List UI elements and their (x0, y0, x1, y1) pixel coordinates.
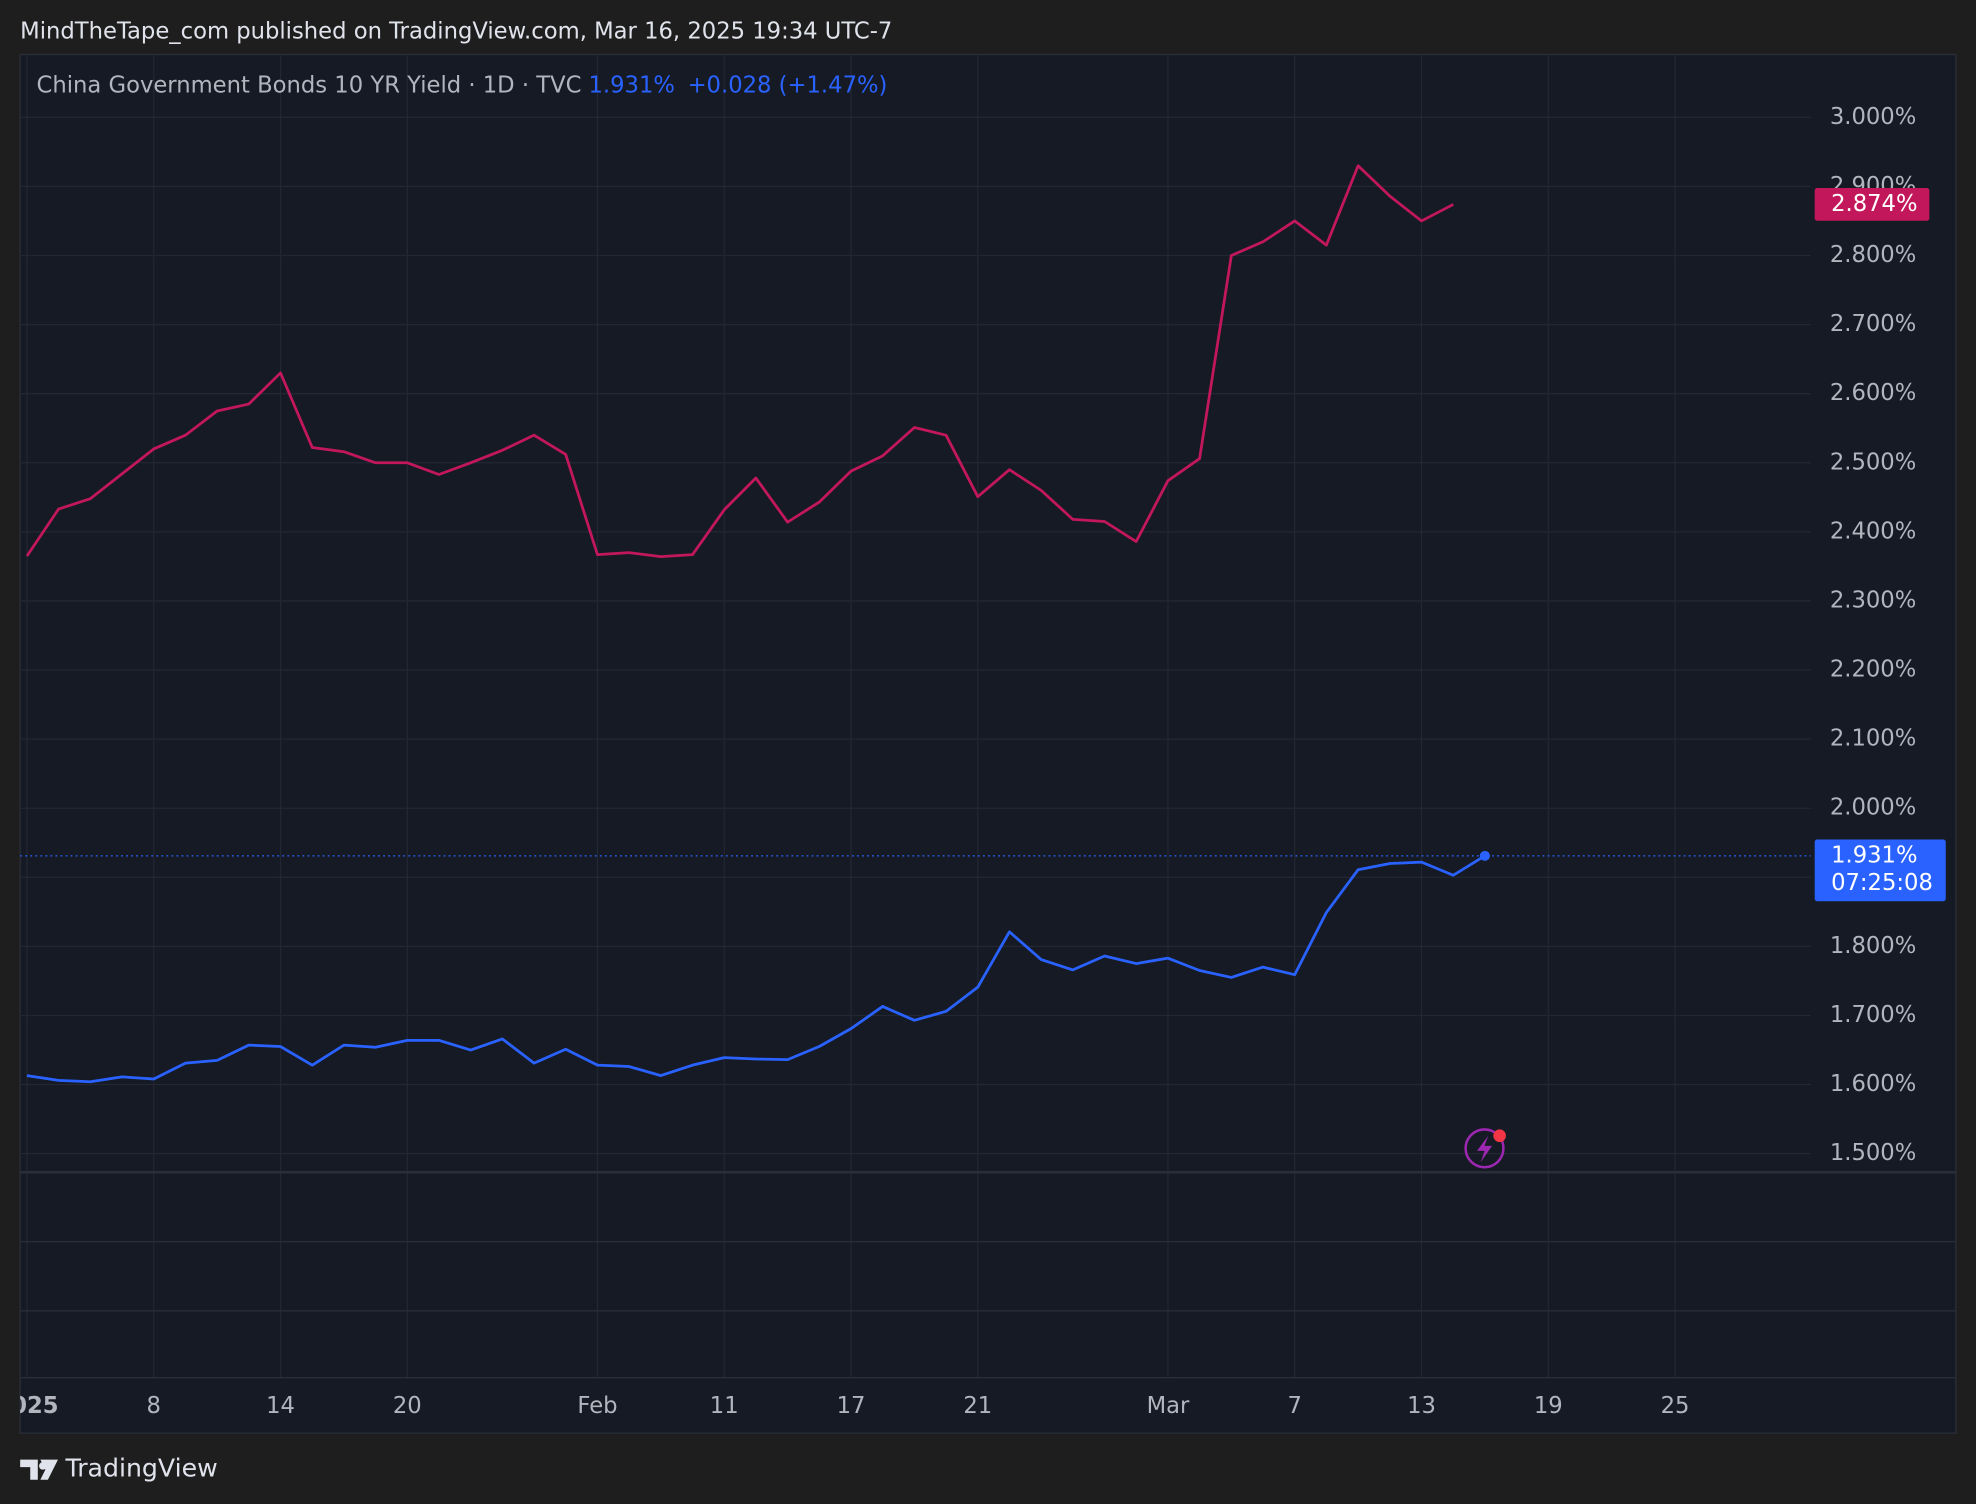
y-tick-label: 2.700% (1830, 311, 1916, 337)
x-tick-label: 14 (266, 1393, 295, 1419)
price-badge-label: 2.874% (1831, 191, 1917, 217)
logo (20, 1459, 58, 1480)
last-point (1479, 850, 1490, 861)
publisher-line: MindTheTape_com published on TradingView… (20, 18, 892, 44)
plot: 2025 8 14 20 Feb 11 17 21 Mar 7 13 19 25 (0, 164, 1811, 1419)
countdown-label: 07:25:08 (1831, 870, 1933, 896)
price-badge (1814, 188, 1930, 221)
grid (20, 54, 1811, 1378)
x-tick-label: Feb (577, 1393, 617, 1419)
alert-icon (1464, 1128, 1506, 1169)
axes: 1.500%1.600%1.700%1.800%1.900%2.000%2.10… (1814, 104, 1946, 1166)
y-tick-label: 2.000% (1830, 795, 1916, 821)
y-tick-label: 2.600% (1830, 380, 1916, 406)
x-tick-label: 8 (147, 1393, 161, 1419)
series-line (26, 854, 1486, 1084)
y-tick-label: 3.000% (1830, 104, 1916, 130)
x-tick-label: 19 (1534, 1393, 1563, 1419)
x-tick-label: 20 (393, 1393, 422, 1419)
y-tick-label: 2.200% (1830, 657, 1916, 683)
x-tick-label: 11 (710, 1393, 739, 1419)
y-tick-label: 1.700% (1830, 1002, 1916, 1028)
y-tick-label: 2.100% (1830, 726, 1916, 752)
price-badge-label: 1.931% (1831, 842, 1917, 868)
x-tick-label: 17 (837, 1393, 866, 1419)
y-tick-label: 2.400% (1830, 518, 1916, 544)
footer-brand: TradingView (65, 1454, 218, 1483)
symbol-title: China Government Bonds 10 YR Yield · 1D … (37, 72, 582, 98)
x-tick-label: 13 (1407, 1393, 1436, 1419)
series-line (25, 164, 1454, 559)
x-tick-label: 2025 (0, 1393, 59, 1419)
y-tick-label: 1.600% (1830, 1071, 1916, 1097)
x-tick-label: 21 (963, 1393, 992, 1419)
x-tick-label: Mar (1147, 1393, 1190, 1419)
y-tick-label: 2.800% (1830, 242, 1916, 268)
y-tick-label: 1.500% (1830, 1140, 1916, 1166)
price-badge (1814, 839, 1946, 902)
x-tick-label: 25 (1661, 1393, 1690, 1419)
y-tick-label: 2.300% (1830, 587, 1916, 613)
header-value: 1.931% (589, 72, 675, 98)
header-change: +0.028 (+1.47%) (688, 72, 888, 98)
chart-panel (19, 53, 1957, 1434)
y-tick-label: 2.500% (1830, 449, 1916, 475)
x-tick-label: 7 (1288, 1393, 1302, 1419)
y-tick-label: 1.800% (1830, 933, 1916, 959)
